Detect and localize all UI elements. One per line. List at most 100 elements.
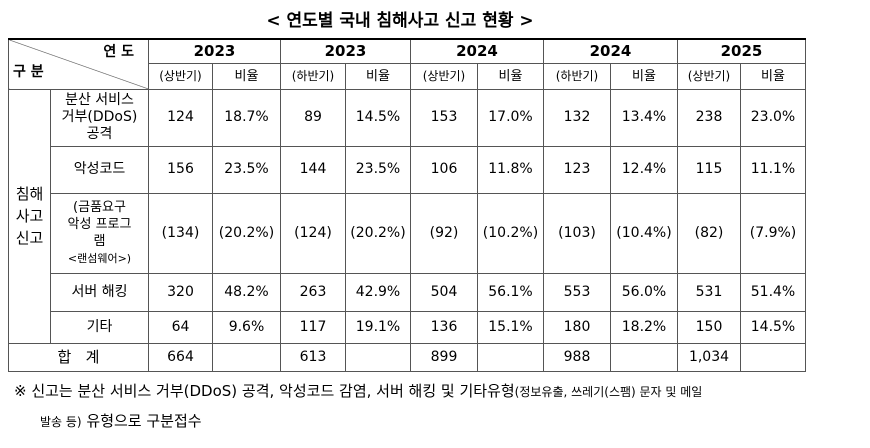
group-line: 사고: [15, 207, 44, 225]
row-label: 기타: [50, 310, 149, 344]
ratio-cell: 42.9%: [345, 272, 411, 312]
row-label: (금품요구 악성 프로그 램 <랜섬웨어>): [50, 192, 149, 274]
half-header: (상반기): [410, 62, 478, 90]
row-label-line: 기타: [86, 318, 113, 335]
ratio-header: 비율: [477, 62, 544, 90]
empty-cell: [212, 342, 281, 372]
year-header: 2024: [543, 38, 678, 64]
count-cell: (124): [280, 192, 346, 274]
total-cell: 988: [543, 342, 611, 372]
data-row: 악성코드 156 23.5% 144 23.5% 106 11.8% 123 12.4% 115 1…: [9, 145, 806, 194]
count-cell: 553: [543, 272, 611, 312]
ratio-cell: 51.4%: [740, 272, 806, 312]
ratio-cell: 13.4%: [610, 88, 678, 147]
count-cell: 132: [543, 88, 611, 147]
ratio-cell: 12.4%: [610, 145, 678, 194]
footnote: 유형으로 구분접수: [81, 412, 202, 430]
ratio-cell: (10.4%): [610, 192, 678, 274]
ratio-cell: 48.2%: [212, 272, 281, 312]
count-cell: 124: [148, 88, 213, 147]
count-cell: (92): [410, 192, 478, 274]
footnote-line: 발송 등) 유형으로 구분접수: [40, 410, 202, 431]
count-cell: 117: [280, 310, 346, 344]
ratio-cell: 14.5%: [345, 88, 411, 147]
data-row: 서버 해킹 320 48.2% 263 42.9% 504 56.1% 553 56.0% 531…: [9, 272, 806, 312]
total-label: 합 계: [8, 342, 149, 372]
count-cell: 106: [410, 145, 478, 194]
count-cell: 156: [148, 145, 213, 194]
year-header: 2023: [148, 38, 281, 64]
ratio-cell: 23.0%: [740, 88, 806, 147]
count-cell: 263: [280, 272, 346, 312]
data-row: (금품요구 악성 프로그 램 <랜섬웨어>) (134) (20.2%) (124) (20.…: [9, 192, 806, 274]
count-cell: 150: [677, 310, 741, 344]
ratio-cell: 14.5%: [740, 310, 806, 344]
count-cell: 123: [543, 145, 611, 194]
ratio-cell: (7.9%): [740, 192, 806, 274]
count-cell: 238: [677, 88, 741, 147]
row-label-line: 악성 프로그: [67, 217, 132, 232]
half-header: (하반기): [543, 62, 611, 90]
row-label-line: <랜섬웨어>): [67, 252, 132, 265]
ratio-cell: 17.0%: [477, 88, 544, 147]
data-row: 기타 64 9.6% 117 19.1% 136 15.1% 180 18.2% 150 14.5%: [9, 310, 806, 344]
ratio-cell: 15.1%: [477, 310, 544, 344]
half-header: (상반기): [677, 62, 741, 90]
ratio-cell: (10.2%): [477, 192, 544, 274]
data-row: 침해 사고 신고 분산 서비스 거부(DDoS) 공격 124 18.7% 89 14.5% 153…: [8, 88, 806, 344]
ratio-cell: (20.2%): [212, 192, 281, 274]
group-line: 침해: [15, 185, 44, 203]
title: < 연도별 국내 침해사고 신고 현황 >: [266, 11, 534, 31]
count-cell: 144: [280, 145, 346, 194]
count-cell: (134): [148, 192, 213, 274]
row-label: 서버 해킹: [50, 272, 149, 312]
half-header: (하반기): [280, 62, 346, 90]
count-cell: 153: [410, 88, 478, 147]
ratio-cell: 23.5%: [212, 145, 281, 194]
empty-cell: [610, 342, 678, 372]
group-line: 신고: [15, 229, 44, 247]
total-cell: 613: [280, 342, 346, 372]
footnote-line: ※ 신고는 분산 서비스 거부(DDoS) 공격, 악성코드 감염, 서버 해킹…: [14, 380, 702, 401]
ratio-header: 비율: [740, 62, 806, 90]
corner-top: 연 도: [103, 44, 134, 60]
count-cell: 115: [677, 145, 741, 194]
ratio-header: 비율: [345, 62, 411, 90]
ratio-cell: 56.0%: [610, 272, 678, 312]
count-cell: 180: [543, 310, 611, 344]
footnote: ※ 신고는 분산 서비스 거부(DDoS) 공격, 악성코드 감염, 서버 해킹…: [14, 382, 515, 400]
count-cell: 136: [410, 310, 478, 344]
ratio-cell: 9.6%: [212, 310, 281, 344]
row-label-line: 공격: [86, 126, 113, 142]
ratio-cell: 11.1%: [740, 145, 806, 194]
year-header: 2023: [280, 38, 411, 64]
row-label-line: 분산 서비스: [65, 92, 134, 108]
total-cell: 899: [410, 342, 478, 372]
total-cell: 664: [148, 342, 213, 372]
count-cell: (103): [543, 192, 611, 274]
year-header: 2025: [677, 38, 806, 64]
count-cell: 504: [410, 272, 478, 312]
count-cell: 64: [148, 310, 213, 344]
empty-cell: [345, 342, 411, 372]
row-label-line: 램: [93, 234, 106, 249]
empty-cell: [477, 342, 544, 372]
ratio-cell: 18.2%: [610, 310, 678, 344]
ratio-header: 비율: [610, 62, 678, 90]
row-label-line: 악성코드: [73, 161, 126, 177]
count-cell: 531: [677, 272, 741, 312]
ratio-cell: 23.5%: [345, 145, 411, 194]
half-header: (상반기): [148, 62, 213, 90]
ratio-cell: 18.7%: [212, 88, 281, 147]
row-label-line: 서버 해킹: [71, 283, 128, 300]
header-row: (상반기) 비율 (하반기) 비율 (상반기) 비율 (하반기) 비율 (상반기) 비율: [9, 62, 806, 90]
ratio-header: 비율: [212, 62, 281, 90]
ratio-cell: 11.8%: [477, 145, 544, 194]
total-row: 합 계 664 613 899 988 1,034: [8, 342, 806, 372]
row-label: 분산 서비스 거부(DDoS) 공격: [50, 88, 149, 147]
